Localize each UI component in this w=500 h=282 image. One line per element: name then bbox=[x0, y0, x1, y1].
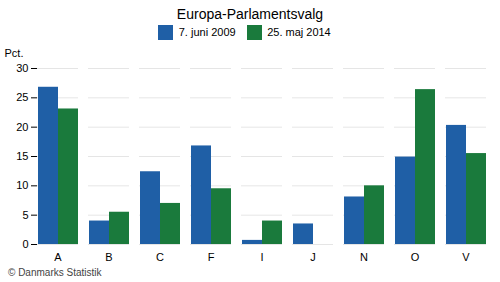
svg-text:C: C bbox=[156, 251, 164, 263]
svg-text:J: J bbox=[310, 251, 316, 263]
svg-text:N: N bbox=[360, 251, 368, 263]
svg-text:B: B bbox=[105, 251, 112, 263]
svg-text:F: F bbox=[208, 251, 215, 263]
svg-text:5: 5 bbox=[22, 209, 28, 221]
svg-text:10: 10 bbox=[16, 179, 28, 191]
svg-text:25: 25 bbox=[16, 91, 28, 103]
html-text:© Danmarks Statistik: © Danmarks Statistik bbox=[8, 267, 102, 278]
html-text:Europa-Parlamentsvalg: Europa-Parlamentsvalg bbox=[176, 6, 324, 22]
svg-text:A: A bbox=[54, 251, 62, 263]
svg-text:15: 15 bbox=[16, 150, 28, 162]
svg-text:V: V bbox=[462, 251, 470, 263]
html-text:7. juni 2009: 7. juni 2009 bbox=[178, 26, 236, 39]
svg-text:0: 0 bbox=[22, 238, 28, 250]
svg-text:I: I bbox=[260, 251, 263, 263]
svg-text:30: 30 bbox=[16, 62, 28, 74]
svg-text:Pct.: Pct. bbox=[5, 47, 24, 59]
svg-text:20: 20 bbox=[16, 121, 28, 133]
html-text:25. maj 2014: 25. maj 2014 bbox=[267, 26, 331, 39]
svg-text:O: O bbox=[411, 251, 420, 263]
